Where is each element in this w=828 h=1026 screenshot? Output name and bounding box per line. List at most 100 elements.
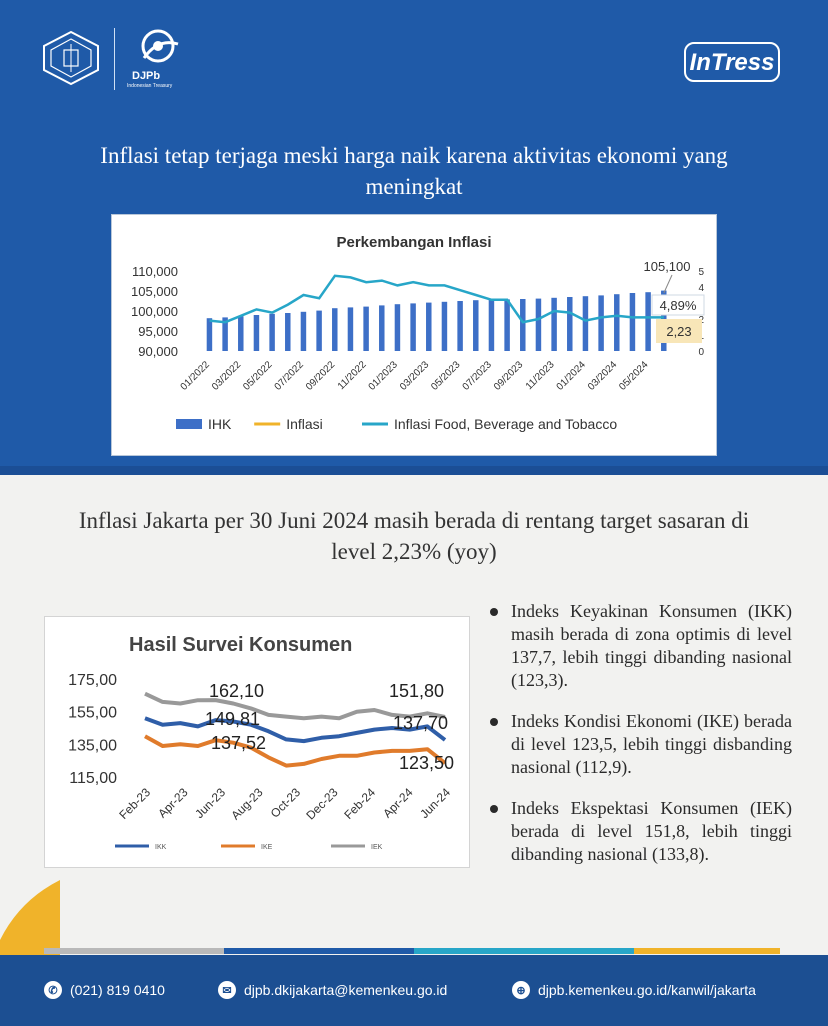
x-tick-label: 01/2024 <box>555 359 589 393</box>
logo-divider <box>114 28 115 90</box>
bullet-dot <box>490 718 498 726</box>
ihk-bar <box>222 317 228 351</box>
x-tick-label: 05/2022 <box>241 359 275 393</box>
phone-text: (021) 819 0410 <box>70 982 165 998</box>
legend-label: IKE <box>261 844 273 851</box>
bullet-iek: Indeks Ekspektasi Konsumen (IEK) berada … <box>486 797 792 866</box>
x-tick-label: 07/2023 <box>461 359 495 393</box>
x-tick-label: 03/2023 <box>398 359 432 393</box>
legend-label: Inflasi <box>286 416 323 432</box>
series-line-ike <box>144 734 447 768</box>
ihk-bar <box>410 303 416 351</box>
ihk-bar <box>457 301 463 351</box>
org-name: DJPb <box>132 70 161 82</box>
x-tick-label: 05/2024 <box>617 359 651 393</box>
chart-title: Perkembangan Inflasi <box>336 234 491 251</box>
ihk-bar <box>363 306 369 351</box>
bullet-dot <box>490 608 498 616</box>
bullet-ike: Indeks Kondisi Ekonomi (IKE) berada di l… <box>486 710 792 779</box>
y-left-tick-label: 100,000 <box>131 304 178 319</box>
bullet-text: Indeks Kondisi Ekonomi (IKE) berada di l… <box>511 711 792 777</box>
ihk-bar <box>426 302 432 351</box>
ihk-bar <box>285 313 291 351</box>
ihk-bar <box>488 299 495 351</box>
x-tick-label: 01/2022 <box>179 359 213 393</box>
djpb-logo-icon <box>141 29 179 63</box>
x-tick-label: 03/2022 <box>210 359 244 393</box>
y-tick-label: 175,00 <box>68 672 117 689</box>
ihk-bar <box>551 297 557 351</box>
ihk-bar <box>567 297 573 351</box>
x-tick-label: Feb-24 <box>341 785 378 822</box>
x-tick-label: Oct-23 <box>268 785 304 821</box>
y-right-tick-label: 4 <box>698 283 704 294</box>
email-icon: ✉ <box>218 981 236 999</box>
ihk-bar <box>441 301 448 351</box>
x-tick-label: Jun-24 <box>417 785 453 821</box>
footer-email[interactable]: ✉ djpb.dkijakarta@kemenkeu.go.id <box>218 981 447 999</box>
ihk-bar <box>379 305 385 351</box>
bullet-text: Indeks Ekspektasi Konsumen (IEK) berada … <box>511 798 792 864</box>
bullet-dot <box>490 805 498 813</box>
data-label-inflasi-box <box>656 319 702 343</box>
x-tick-label: Feb-23 <box>116 785 153 822</box>
footer: ✆ (021) 819 0410 ✉ djpb.dkijakarta@kemen… <box>0 955 828 1026</box>
y-left-tick-label: 105,000 <box>131 284 178 299</box>
ihk-bar <box>253 315 260 351</box>
y-left-tick-label: 110,000 <box>132 264 178 279</box>
inflation-chart-svg: Perkembangan Inflasi 110,000 105,000 100,00… <box>131 234 705 432</box>
ihk-bar <box>645 292 651 351</box>
legend-label: IKK <box>155 844 167 851</box>
kemenkeu-logo-icon <box>43 30 99 86</box>
ihk-bar <box>238 316 244 351</box>
y-left-tick-label: 90,000 <box>138 344 178 359</box>
email-text: djpb.dkijakarta@kemenkeu.go.id <box>244 982 448 998</box>
headline-bottom: Inflasi Jakarta per 30 Juni 2024 masih b… <box>60 505 768 567</box>
x-tick-label: Apr-24 <box>380 785 416 821</box>
series-line-iek <box>144 691 446 721</box>
data-label-food: 4,89% <box>660 298 697 313</box>
ihk-bar <box>347 307 354 351</box>
intress-logo: InTress <box>684 42 780 82</box>
header: DJPb Indonesian Treasury InTress <box>0 0 828 110</box>
legend-label: Inflasi Food, Beverage and Tobacco <box>394 416 617 432</box>
y-tick-label: 135,00 <box>68 737 117 754</box>
y-right-tick-label: 0 <box>698 347 704 358</box>
data-label-inflasi: 2,23 <box>666 324 691 339</box>
data-label: 149,81 <box>205 709 260 729</box>
bullet-ikk: Indeks Keyakinan Konsumen (IKK) masih be… <box>486 600 792 692</box>
y-left-tick-label: 95,000 <box>138 324 178 339</box>
ihk-bar <box>473 300 479 351</box>
x-tick-label: Apr-23 <box>155 785 191 821</box>
x-tick-label: 09/2023 <box>492 359 526 393</box>
food-inflation-line <box>209 274 664 324</box>
org-subtitle: Indonesian Treasury <box>127 83 173 89</box>
ihk-bar <box>269 313 275 351</box>
bullet-list: Indeks Keyakinan Konsumen (IKK) masih be… <box>486 600 792 884</box>
footer-website[interactable]: ⊕ djpb.kemenkeu.go.id/kanwil/jakarta <box>512 981 756 999</box>
x-tick-label: 05/2023 <box>429 359 463 393</box>
ihk-bar <box>629 293 636 351</box>
ihk-bar <box>316 310 322 351</box>
y-right-tick-label: 5 <box>698 267 704 278</box>
x-tick-label: 11/2022 <box>336 359 369 392</box>
legend-label: IEK <box>371 844 383 851</box>
x-tick-label: 03/2024 <box>586 359 620 393</box>
data-label: 123,50 <box>399 753 454 773</box>
data-label: 137,52 <box>211 733 266 753</box>
consumer-survey-chart-svg: Hasil Survei Konsumen 175,00 155,00 135,00 1… <box>68 634 454 851</box>
data-label-food-box <box>651 294 705 316</box>
x-tick-label: Dec-23 <box>303 785 340 822</box>
x-tick-label: Aug-23 <box>228 785 265 822</box>
ihk-bar <box>614 294 620 351</box>
y-tick-label: 115,00 <box>69 770 117 787</box>
footer-phone[interactable]: ✆ (021) 819 0410 <box>44 981 165 999</box>
ihk-bar <box>332 308 338 351</box>
legend-swatch-bar <box>176 419 202 429</box>
data-label: 162,10 <box>209 681 264 701</box>
x-tick-label: 07/2022 <box>273 359 307 393</box>
inflation-chart: Perkembangan Inflasi 110,000 105,000 100,00… <box>111 214 717 456</box>
data-label: 151,80 <box>389 681 444 701</box>
data-label-ihk: 105,100 <box>644 259 691 274</box>
ihk-bar <box>582 296 589 351</box>
